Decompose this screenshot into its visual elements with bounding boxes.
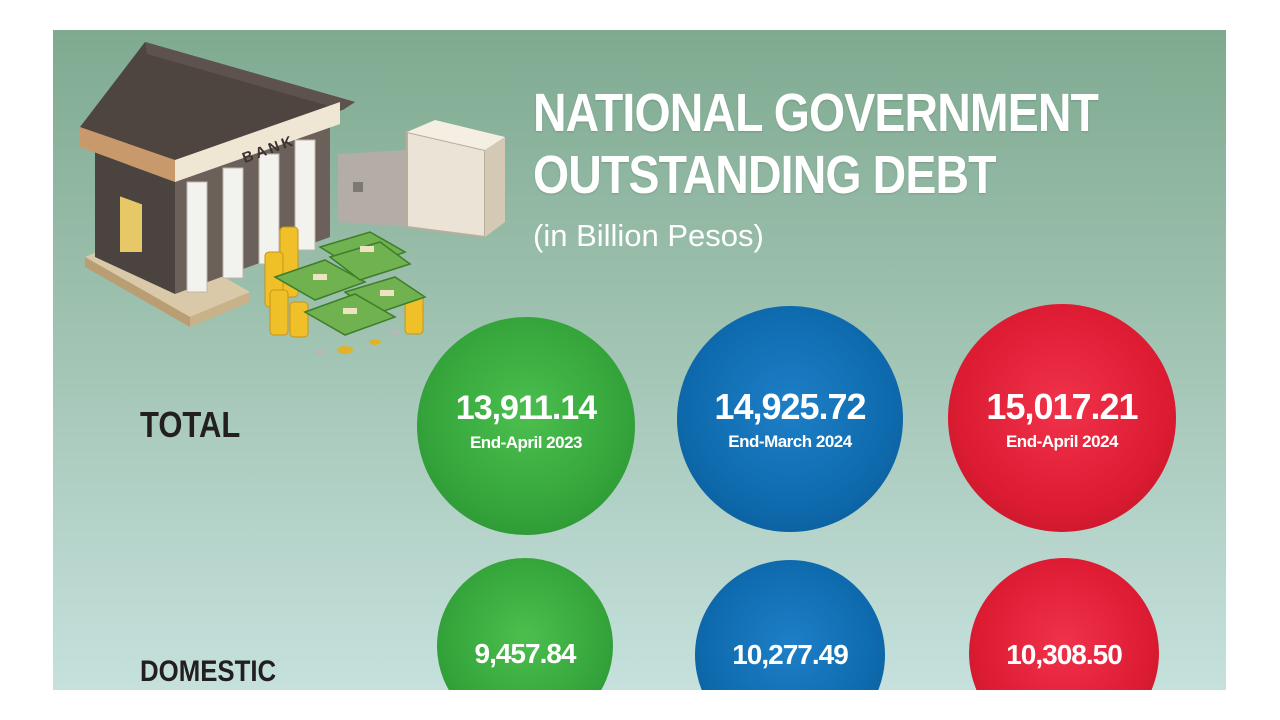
period-label: End-April 2023 [469, 433, 583, 452]
domestic-bubble-end-april-2024: 10,308.50 [969, 558, 1159, 690]
subtitle: (in Billion Pesos) [533, 218, 764, 253]
domestic-value-label: 9,457.84 [474, 638, 577, 669]
domestic-bubble-end-march-2024: 10,277.49 [695, 560, 885, 690]
domestic-row-clip: 9,457.84 10,277.49 10,308.50 [53, 530, 1226, 690]
total-bubble-end-april-2023: 13,911.14 End-April 2023 [417, 317, 635, 535]
period-label: End-April 2024 [1005, 432, 1119, 451]
total-value-label: 14,925.72 [714, 386, 866, 427]
total-bubble-end-march-2024: 14,925.72 End-March 2024 [677, 306, 903, 532]
total-value-label: 15,017.21 [986, 386, 1138, 427]
row-label-total: TOTAL [140, 404, 241, 445]
bank-illustration [80, 42, 505, 355]
total-bubble-end-april-2024: 15,017.21 End-April 2024 [948, 304, 1176, 532]
domestic-bubble-end-april-2023: 9,457.84 [437, 558, 613, 690]
domestic-value-label: 10,277.49 [732, 639, 849, 670]
period-label: End-March 2024 [728, 432, 852, 451]
total-value-label: 13,911.14 [455, 389, 597, 427]
title-line-1: NATIONAL GOVERNMENT [533, 83, 1099, 143]
domestic-value-label: 10,308.50 [1006, 639, 1123, 670]
title-line-2: OUTSTANDING DEBT [533, 145, 997, 205]
row-label-domestic: DOMESTIC [140, 655, 277, 688]
